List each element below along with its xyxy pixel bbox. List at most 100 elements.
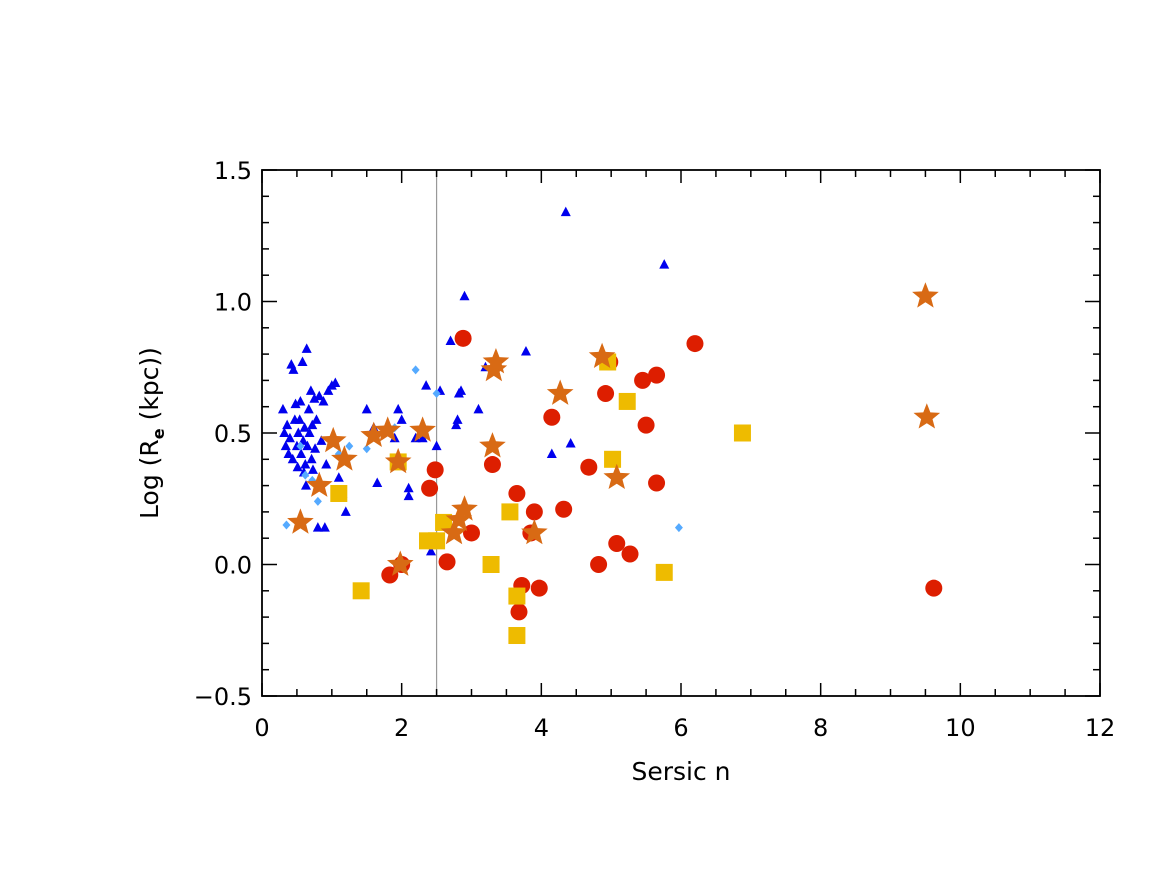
- circle-point: [637, 416, 655, 434]
- triangle-point: [306, 453, 317, 464]
- triangle-point: [361, 403, 372, 414]
- triangle-point: [473, 403, 484, 414]
- y-tick-label: 0.5: [214, 420, 252, 448]
- star-point: [521, 518, 548, 545]
- triangle-point: [301, 343, 312, 353]
- circle-point: [543, 408, 561, 426]
- circle-point: [555, 500, 573, 518]
- circle-point: [421, 479, 439, 497]
- triangle-point: [283, 448, 294, 459]
- star-point: [482, 347, 510, 374]
- square-point: [428, 532, 446, 550]
- triangle-point: [319, 522, 330, 532]
- star-point: [319, 426, 347, 453]
- triangle-point: [296, 448, 307, 459]
- square-point: [508, 587, 526, 605]
- circle-point: [590, 556, 608, 573]
- tick-labels: 0 2 4 6 8 10 12 −0.5 0.0 0.5 1.0 1.5: [194, 157, 1116, 742]
- triangle-point: [425, 545, 436, 556]
- triangle-point: [520, 345, 531, 356]
- triangle-point: [312, 522, 323, 532]
- circle-point: [621, 545, 639, 563]
- square-point: [501, 503, 519, 521]
- triangle-point: [282, 419, 293, 430]
- circle-point: [597, 385, 615, 403]
- triangle-point: [307, 419, 318, 430]
- square-point: [482, 556, 500, 573]
- circle-point: [525, 503, 543, 521]
- star-point: [912, 282, 939, 308]
- triangle-point: [318, 395, 329, 406]
- triangle-point: [459, 290, 470, 301]
- triangle-point: [333, 472, 344, 482]
- x-tick-label: 6: [673, 714, 688, 742]
- star-point: [360, 421, 388, 447]
- triangle-point: [316, 435, 327, 445]
- diamond-point: [313, 496, 322, 506]
- triangle-point: [279, 427, 290, 437]
- square-point: [604, 450, 622, 468]
- circle-point: [580, 458, 598, 476]
- axis-ticks: [261, 169, 1101, 697]
- triangle-point: [403, 490, 414, 501]
- star-point: [305, 471, 333, 497]
- circle-point: [438, 553, 456, 571]
- circle-point: [686, 335, 704, 353]
- y-tick-label: 0.0: [214, 552, 252, 580]
- triangle-point: [300, 480, 311, 490]
- star-point: [287, 508, 314, 534]
- star-point: [384, 447, 412, 474]
- triangle-point: [280, 440, 291, 451]
- y-axis-label-suffix: (kpc)): [135, 347, 164, 428]
- triangle-point: [299, 422, 310, 432]
- square-point: [733, 424, 751, 442]
- star-point: [588, 342, 616, 369]
- triangle-point: [290, 398, 301, 409]
- circle-point: [530, 579, 548, 597]
- triangle-point: [659, 259, 670, 269]
- y-tick-label: −0.5: [194, 683, 252, 711]
- x-tick-label: 10: [945, 714, 976, 742]
- star-point: [479, 432, 506, 458]
- triangle-point: [292, 461, 303, 472]
- triangle-point: [309, 393, 320, 403]
- triangle-point: [288, 364, 299, 374]
- triangle-point: [300, 459, 311, 469]
- circle-point: [648, 366, 666, 384]
- star-point: [409, 416, 436, 442]
- triangle-point: [323, 385, 334, 395]
- triangle-point: [321, 459, 332, 469]
- circle-point: [426, 461, 444, 479]
- triangle-point: [297, 356, 308, 366]
- diamond-point: [432, 389, 441, 399]
- x-axis-label: Sersic n: [631, 757, 730, 786]
- circle-point: [510, 603, 528, 621]
- triangle-point: [287, 453, 298, 464]
- star-point: [603, 463, 631, 490]
- triangle-point: [546, 448, 557, 459]
- y-tick-label: 1.0: [214, 289, 252, 317]
- triangle-point: [295, 395, 306, 406]
- star-point: [546, 379, 574, 405]
- triangle-point: [330, 377, 341, 388]
- triangle-point: [284, 432, 295, 443]
- x-tick-label: 12: [1085, 714, 1116, 742]
- star-point: [451, 495, 478, 521]
- triangle-point: [421, 380, 432, 390]
- triangle-point: [393, 403, 404, 414]
- data-points: [277, 206, 943, 645]
- triangle-point: [307, 464, 318, 474]
- diamond-point: [362, 444, 371, 454]
- circle-point: [508, 484, 526, 502]
- triangle-point: [304, 427, 315, 437]
- triangle-point: [372, 477, 383, 487]
- triangle-point: [451, 419, 462, 430]
- square-point: [352, 582, 370, 600]
- triangle-point: [310, 443, 321, 453]
- triangle-point: [560, 206, 571, 217]
- triangle-point: [403, 482, 414, 493]
- square-point: [330, 484, 348, 502]
- square-point: [435, 513, 453, 531]
- circle-point: [634, 371, 652, 389]
